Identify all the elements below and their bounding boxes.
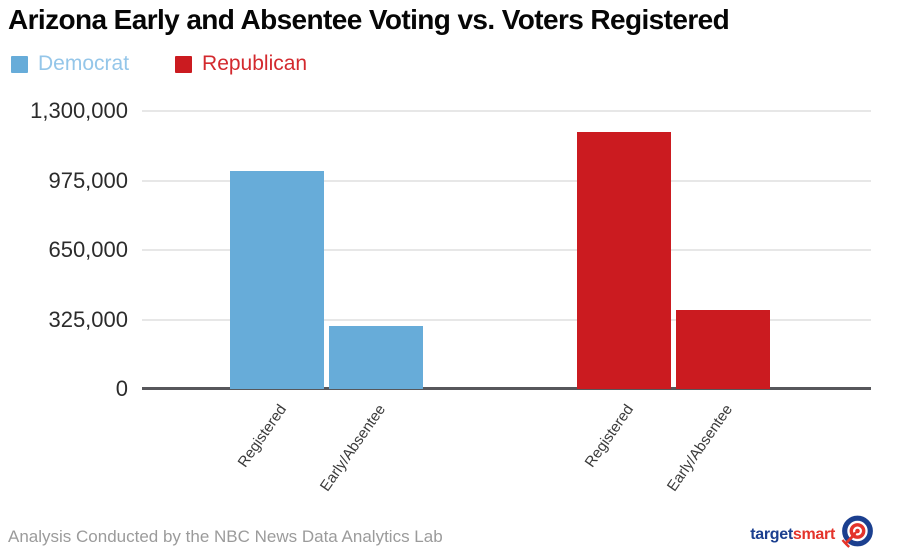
gridline [142,110,871,112]
chart-title: Arizona Early and Absentee Voting vs. Vo… [8,4,730,35]
bar-republican-early-absentee [675,310,770,389]
gridline [142,318,871,321]
bar-republican-registered [576,132,671,389]
plot-area: 0 325,000 650,000 975,000 1,300,000 Registere… [30,98,871,495]
y-tick-label: 1,300,000 [30,98,128,123]
targetsmart-logo-text: targetsmart [750,526,835,544]
legend-item-republican: Republican [175,52,307,76]
republican-swatch [175,55,193,73]
y-tick-label: 0 [115,376,128,401]
gridline [142,179,871,182]
legend-item-democrat: Democrat [11,52,129,76]
y-tick-label: 325,000 [48,306,128,332]
logo-text-target: target [750,526,793,543]
legend-label-democrat: Democrat [38,52,130,75]
attribution-text: Analysis Conducted by the NBC News Data … [8,527,443,546]
legend-label-republican: Republican [202,52,308,75]
y-tick-label: 650,000 [48,237,128,262]
bullseye-icon [841,515,873,548]
x-axis-line [142,387,871,390]
legend: Democrat Republican [11,52,307,76]
x-tick-label: Registered [581,401,637,471]
logo-text-smart: smart [792,526,835,543]
bar-democrat-registered [229,171,324,389]
bar-democrat-early-absentee [328,326,423,389]
targetsmart-logo: targetsmart [750,514,874,550]
gridline [142,249,871,251]
democrat-swatch [11,55,28,73]
y-tick-label: 975,000 [48,167,128,193]
